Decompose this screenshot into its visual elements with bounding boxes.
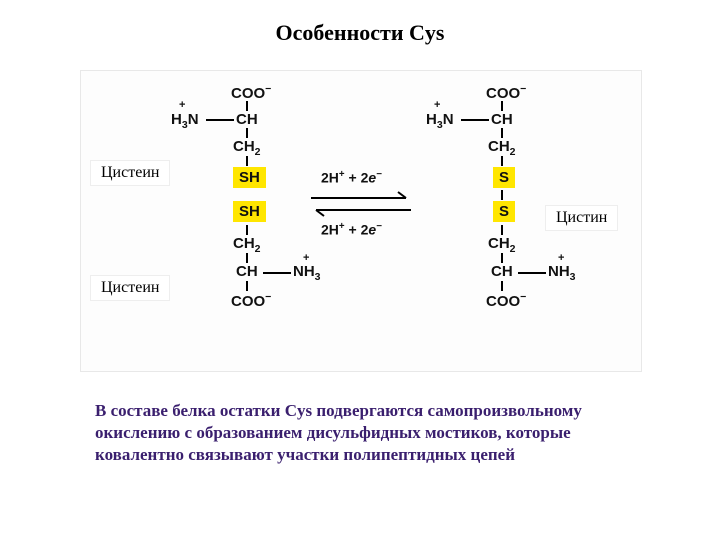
ch-top-right: CH: [491, 111, 513, 128]
bond: [501, 101, 503, 111]
ch2-bottom-left: CH2: [233, 235, 261, 255]
coo-bottom-left: COO−: [231, 291, 271, 310]
plus: +: [558, 252, 564, 264]
bond: [501, 156, 503, 166]
ch-bottom-left: CH: [236, 263, 258, 280]
bond: [246, 281, 248, 291]
ch-top-left: CH: [236, 111, 258, 128]
bond: [461, 119, 489, 121]
bond: [246, 156, 248, 166]
ch2-top-left: CH2: [233, 138, 261, 158]
ch-bottom-right: CH: [491, 263, 513, 280]
bond: [246, 101, 248, 111]
bond: [501, 190, 503, 200]
coo-top-right: COO−: [486, 83, 526, 102]
bond: [246, 225, 248, 235]
s-top-right: S: [493, 167, 515, 188]
sh-bottom-left: SH: [233, 201, 266, 222]
coo-top-left: COO−: [231, 83, 271, 102]
sh-top-left: SH: [233, 167, 266, 188]
bond: [206, 119, 234, 121]
cysteine-label-top: Цистеин: [90, 160, 170, 186]
caption-text: В составе белка остатки Cys подвергаются…: [95, 400, 655, 466]
bond: [501, 128, 503, 138]
plus: +: [179, 99, 185, 111]
cystine-label: Цистин: [545, 205, 618, 231]
plus: +: [434, 99, 440, 111]
bond: [263, 272, 291, 274]
bond: [501, 253, 503, 263]
coo-bottom-right: COO−: [486, 291, 526, 310]
bond: [501, 281, 503, 291]
nh3-bottom-left: NH3: [293, 263, 321, 283]
ch2-bottom-right: CH2: [488, 235, 516, 255]
plus: +: [303, 252, 309, 264]
bond: [518, 272, 546, 274]
s-bottom-right: S: [493, 201, 515, 222]
bond: [501, 225, 503, 235]
bond: [246, 253, 248, 263]
ch2-top-right: CH2: [488, 138, 516, 158]
cysteine-label-bottom: Цистеин: [90, 275, 170, 301]
nh3-bottom-right: NH3: [548, 263, 576, 283]
h3n-top-right: H3N: [426, 111, 454, 131]
equilibrium-arrows-icon: [306, 186, 416, 222]
h3n-top-left: H3N: [171, 111, 199, 131]
bond: [246, 128, 248, 138]
reaction-loss-label: 2H+ + 2e−: [321, 169, 382, 186]
page-title: Особенности Cys: [0, 20, 720, 46]
reaction-gain-label: 2H+ + 2e−: [321, 221, 382, 238]
